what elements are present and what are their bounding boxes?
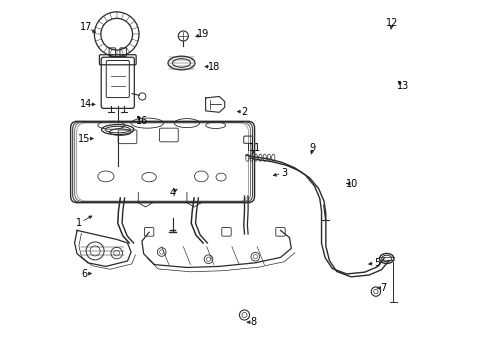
Text: 2: 2 bbox=[241, 107, 247, 117]
Text: 10: 10 bbox=[346, 179, 358, 189]
Text: 17: 17 bbox=[80, 22, 92, 32]
Text: 3: 3 bbox=[281, 168, 286, 178]
Text: 1: 1 bbox=[76, 218, 82, 228]
Text: 16: 16 bbox=[136, 116, 148, 126]
Text: 13: 13 bbox=[396, 81, 408, 91]
Text: 4: 4 bbox=[169, 188, 175, 198]
Text: 18: 18 bbox=[207, 62, 220, 72]
Text: 15: 15 bbox=[78, 134, 90, 144]
Text: 7: 7 bbox=[379, 283, 386, 293]
Text: 11: 11 bbox=[249, 143, 261, 153]
Text: 8: 8 bbox=[250, 317, 256, 327]
Text: 14: 14 bbox=[80, 99, 92, 109]
Text: 12: 12 bbox=[385, 18, 397, 28]
Text: 6: 6 bbox=[81, 269, 87, 279]
Text: 5: 5 bbox=[374, 258, 380, 268]
Text: 19: 19 bbox=[197, 29, 209, 39]
Text: 9: 9 bbox=[309, 143, 315, 153]
